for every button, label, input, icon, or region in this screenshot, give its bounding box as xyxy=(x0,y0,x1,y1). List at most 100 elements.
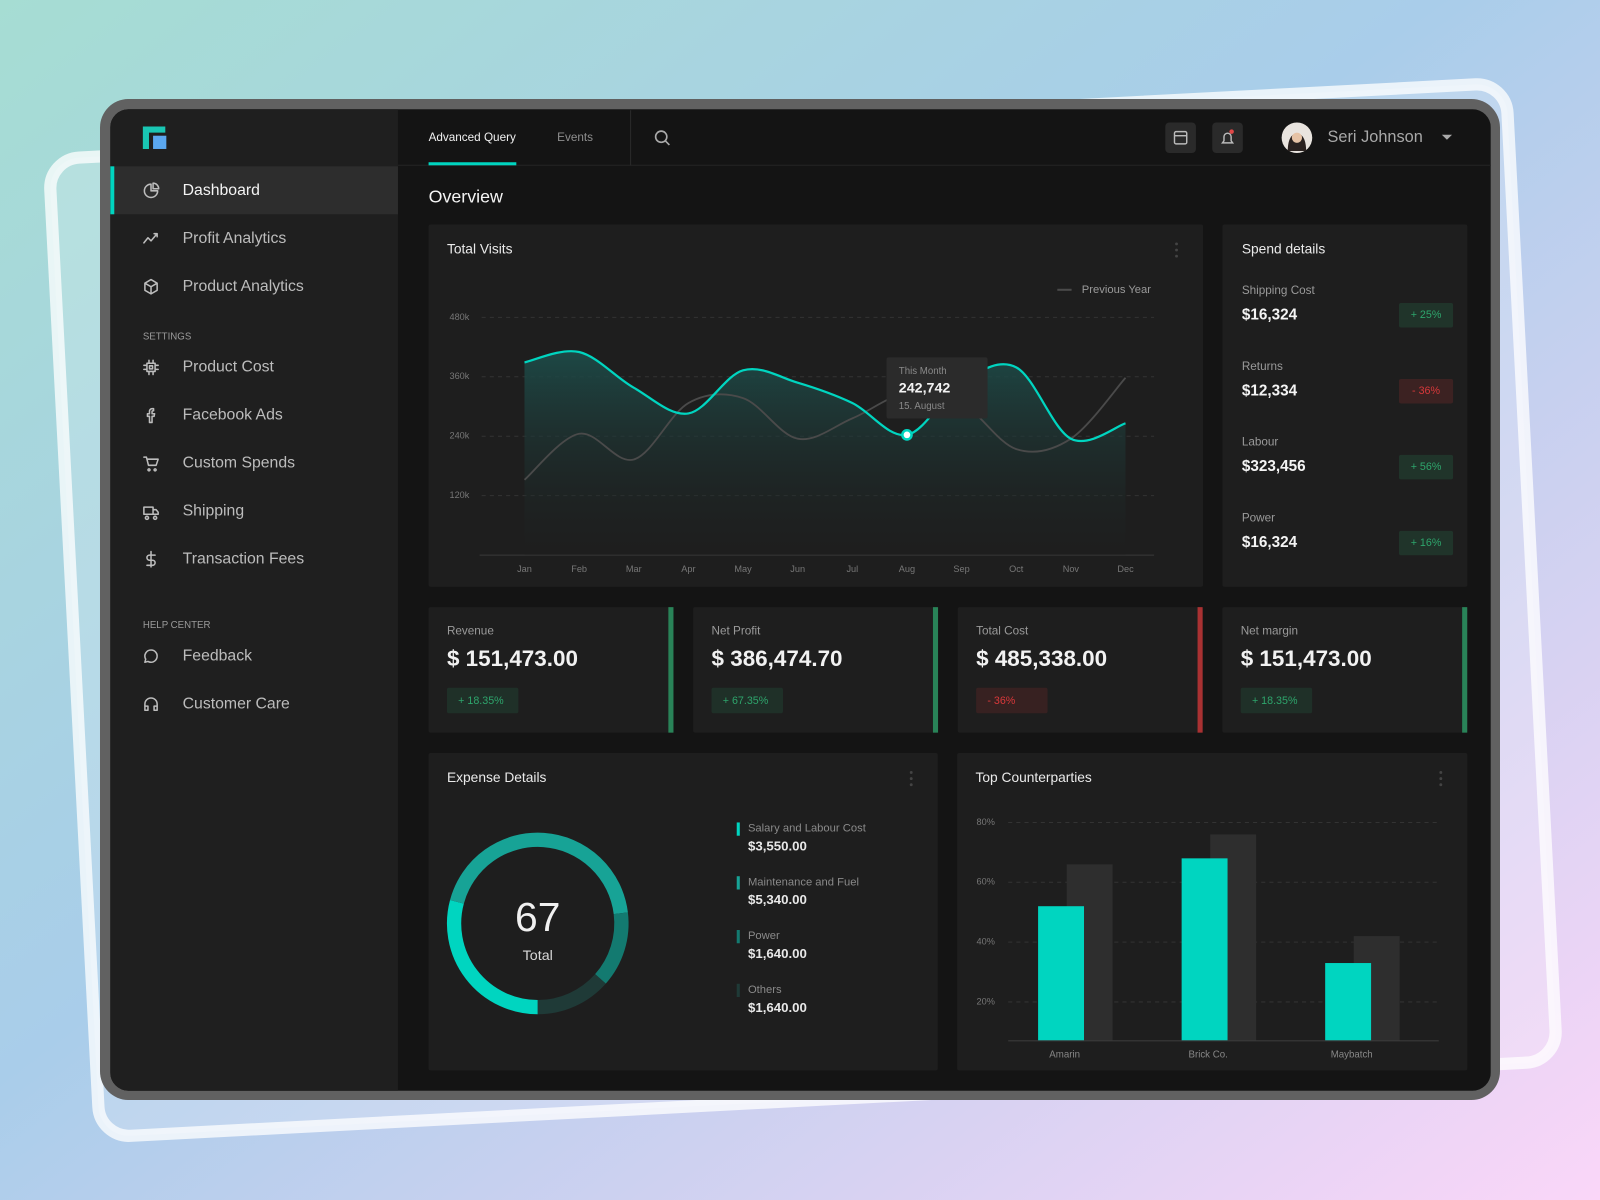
menu-dots[interactable] xyxy=(909,777,913,780)
section-heading: SETTINGS xyxy=(143,331,192,342)
spend-amount: $12,334 xyxy=(1242,382,1298,399)
nav-item[interactable]: Custom Spends xyxy=(183,454,295,471)
change-text: + 16% xyxy=(1411,537,1442,549)
card xyxy=(428,753,938,1071)
change-badge xyxy=(976,687,1048,714)
menu-dots[interactable] xyxy=(1175,248,1178,252)
nav-item[interactable]: Feedback xyxy=(183,647,252,664)
tab[interactable]: Advanced Query xyxy=(429,131,516,144)
nav-item[interactable]: Product Analytics xyxy=(183,278,304,295)
x-tick-label: Oct xyxy=(1009,564,1024,574)
change-text: + 18.35% xyxy=(458,695,504,707)
legend-value: $1,640.00 xyxy=(748,946,807,961)
highlight-point xyxy=(901,428,913,441)
donut-center-label: Total xyxy=(523,948,553,964)
y-tick-label: 20% xyxy=(977,996,995,1006)
tooltip-value: 242,742 xyxy=(899,381,951,397)
card-title: Spend details xyxy=(1242,242,1326,257)
active-indicator xyxy=(110,166,115,215)
nav-item[interactable]: Shipping xyxy=(183,502,244,519)
legend-label: Maintenance and Fuel xyxy=(748,876,859,888)
nav-icon xyxy=(143,506,159,521)
notification-button[interactable] xyxy=(1212,122,1243,154)
tooltip-box xyxy=(886,357,988,419)
x-tick-label: Aug xyxy=(899,564,915,574)
y-tick-label: 240k xyxy=(449,431,469,441)
tooltip-date: 15. August xyxy=(899,401,945,412)
legend-label: Power xyxy=(748,930,780,942)
nav-item[interactable]: Customer Care xyxy=(183,695,290,712)
menu-dots[interactable] xyxy=(1175,254,1178,258)
spend-label: Returns xyxy=(1242,360,1283,373)
donut-segment xyxy=(446,899,538,1015)
card xyxy=(428,607,674,733)
menu-dots[interactable] xyxy=(1439,771,1443,774)
kpi-amount: $ 151,473.00 xyxy=(1241,646,1372,671)
user-name[interactable]: Seri Johnson xyxy=(1328,128,1423,146)
kpi-label: Net margin xyxy=(1241,625,1298,638)
donut-segment xyxy=(450,832,628,915)
x-tick-label: Amarin xyxy=(1049,1050,1080,1061)
kpi-label: Net Profit xyxy=(712,625,762,638)
legend-swatch xyxy=(736,822,740,836)
nav-icon xyxy=(143,456,159,472)
y-tick-label: 60% xyxy=(977,877,995,887)
x-tick-label: Feb xyxy=(571,564,587,574)
spend-amount: $323,456 xyxy=(1242,458,1306,475)
x-tick-label: May xyxy=(734,564,752,574)
nav-icon xyxy=(146,550,156,568)
menu-dots[interactable] xyxy=(909,783,913,787)
kpi-amount: $ 386,474.70 xyxy=(712,646,843,671)
donut-center-value: 67 xyxy=(515,894,560,940)
page-title: Overview xyxy=(429,187,503,207)
tooltip-title: This Month xyxy=(899,366,947,377)
line-series xyxy=(524,350,1126,442)
menu-dots[interactable] xyxy=(909,771,913,774)
tab-underline xyxy=(428,162,517,166)
y-tick-label: 80% xyxy=(977,817,995,827)
sidebar xyxy=(110,109,398,1091)
y-tick-label: 40% xyxy=(977,937,995,947)
kpi-accent xyxy=(668,607,674,733)
card-title: Expense Details xyxy=(447,770,547,785)
kpi-label: Total Cost xyxy=(976,625,1029,638)
tab[interactable]: Events xyxy=(557,131,593,144)
menu-dots[interactable] xyxy=(1175,242,1178,246)
legend-value: $3,550.00 xyxy=(748,838,807,853)
avatar[interactable] xyxy=(1281,122,1313,154)
x-tick-label: Apr xyxy=(681,564,695,574)
change-text: + 56% xyxy=(1411,461,1442,473)
change-badge xyxy=(1398,378,1454,404)
x-tick-label: Dec xyxy=(1117,564,1134,574)
nav-item[interactable]: Product Cost xyxy=(183,359,275,376)
change-badge xyxy=(711,687,783,714)
bar xyxy=(1325,963,1372,1041)
change-text: + 18.35% xyxy=(1252,695,1298,707)
kpi-accent xyxy=(1197,607,1203,733)
x-tick-label: Mar xyxy=(626,564,642,574)
nav-item[interactable]: Dashboard xyxy=(183,182,260,199)
bar xyxy=(1181,858,1228,1041)
menu-dots[interactable] xyxy=(1439,783,1443,787)
kpi-amount: $ 151,473.00 xyxy=(447,646,578,671)
kpi-label: Revenue xyxy=(447,625,494,638)
nav-item[interactable]: Facebook Ads xyxy=(183,406,283,423)
spend-amount: $16,324 xyxy=(1242,306,1298,323)
legend-label: Others xyxy=(748,984,782,996)
change-text: + 67.35% xyxy=(723,695,769,707)
menu-dots[interactable] xyxy=(1439,777,1443,780)
logo xyxy=(142,126,167,149)
calendar-button[interactable] xyxy=(1165,122,1196,154)
search-icon[interactable] xyxy=(654,130,670,146)
user-caret[interactable] xyxy=(1441,134,1453,140)
change-badge xyxy=(446,687,519,714)
nav-item[interactable]: Transaction Fees xyxy=(183,550,305,567)
nav-item[interactable]: Profit Analytics xyxy=(183,230,287,247)
legend-label: Salary and Labour Cost xyxy=(748,823,867,835)
legend-value: $1,640.00 xyxy=(748,1000,807,1015)
y-tick-label: 360k xyxy=(449,371,469,381)
card xyxy=(693,607,939,733)
legend-label: Previous Year xyxy=(1082,284,1151,296)
change-text: - 36% xyxy=(987,695,1015,707)
